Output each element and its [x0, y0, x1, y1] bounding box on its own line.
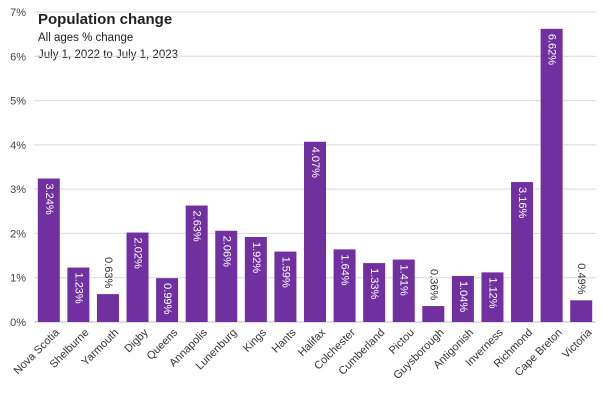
bar	[333, 249, 356, 322]
chart-title: Population change	[38, 11, 173, 28]
data-label: 1.12%	[486, 277, 498, 308]
bar	[67, 267, 90, 322]
bar	[304, 141, 326, 322]
bar	[540, 28, 563, 322]
y-tick-label: 6%	[10, 51, 26, 63]
data-label: 2.63%	[191, 211, 203, 242]
y-tick-label: 2%	[10, 228, 26, 240]
y-tick-label: 0%	[10, 317, 26, 329]
data-label: 4.07%	[309, 147, 321, 178]
bar	[451, 275, 474, 322]
x-tick-label: Kings	[241, 326, 269, 354]
data-label: 3.24%	[43, 184, 55, 215]
x-tick-label: Hants	[270, 326, 299, 355]
data-label: 6.62%	[546, 34, 558, 65]
bar	[126, 232, 149, 322]
data-label: 1.04%	[457, 281, 469, 312]
bar	[96, 294, 119, 322]
data-label: 2.02%	[132, 238, 144, 269]
data-label: 1.59%	[279, 257, 291, 288]
bar	[422, 306, 445, 322]
data-label: 1.92%	[250, 242, 262, 273]
bar	[481, 272, 504, 322]
y-tick-label: 3%	[10, 184, 26, 196]
bar	[511, 182, 534, 322]
bar	[392, 259, 415, 322]
data-label: 0.36%	[427, 269, 439, 300]
data-label: 3.16%	[516, 187, 528, 218]
data-label: 1.23%	[72, 273, 84, 304]
chart-subtitle-line-1: All ages % change	[38, 32, 134, 44]
data-label: 0.99%	[161, 283, 173, 314]
y-tick-label: 5%	[10, 96, 26, 108]
bar	[156, 278, 179, 322]
data-label: 0.63%	[102, 257, 114, 288]
y-tick-label: 7%	[10, 7, 26, 19]
title-block: Population change All ages % change July…	[38, 10, 178, 64]
bar	[244, 236, 267, 322]
data-label: 2.06%	[220, 236, 232, 267]
chart-subtitle-line-2: July 1, 2022 to July 1, 2023	[38, 49, 179, 61]
data-label: 1.64%	[339, 254, 351, 285]
data-label: 0.49%	[575, 263, 587, 294]
x-tick-label: Victoria	[560, 326, 595, 361]
data-label: 1.41%	[398, 265, 410, 296]
y-tick-label: 1%	[10, 273, 26, 285]
bar	[37, 178, 60, 322]
bar	[215, 230, 238, 322]
bar	[274, 251, 297, 322]
data-label: 1.33%	[368, 268, 380, 299]
bar	[363, 263, 386, 322]
bar	[185, 205, 208, 322]
y-tick-label: 4%	[10, 140, 26, 152]
bar	[570, 300, 593, 322]
